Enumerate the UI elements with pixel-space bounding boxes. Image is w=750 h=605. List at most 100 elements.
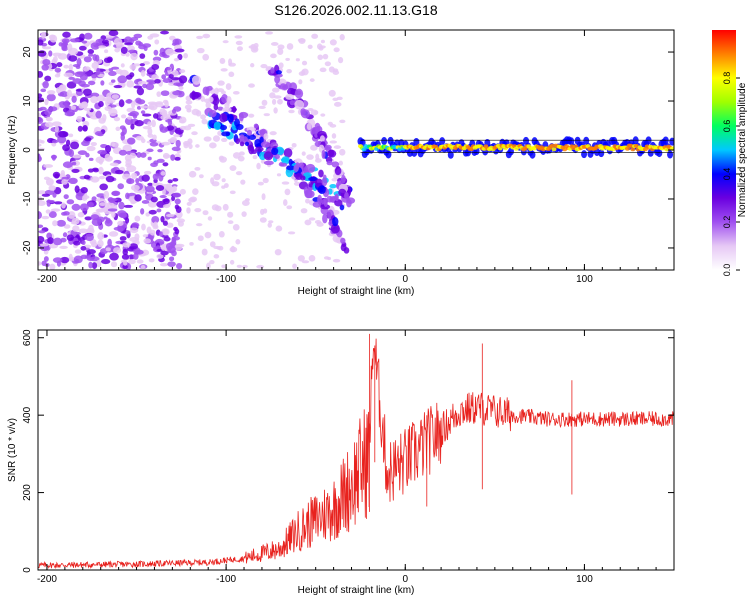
heatmap-cell	[187, 123, 196, 127]
heatmap-cell	[73, 240, 81, 246]
heatmap-cell	[248, 113, 255, 118]
heatmap-cell	[213, 173, 221, 181]
heatmap-cell	[231, 105, 237, 113]
heatmap-cell	[174, 48, 185, 53]
heatmap-cell	[259, 217, 267, 223]
colorbar-tick-label: 0.6	[722, 120, 732, 133]
heatmap-cell	[109, 252, 119, 261]
heatmap-cell	[101, 259, 111, 265]
heatmap-cell	[281, 156, 290, 165]
x-tick-label: -100	[216, 274, 236, 285]
heatmap-cell	[156, 208, 162, 213]
heatmap-cell	[43, 256, 49, 262]
heatmap-cell	[38, 200, 46, 207]
heatmap-cell	[329, 123, 337, 128]
heatmap-cell	[90, 95, 99, 104]
heatmap-cell	[38, 117, 44, 125]
heatmap-cell	[292, 263, 297, 269]
heatmap-cell	[79, 73, 88, 81]
heatmap-cell	[196, 35, 204, 40]
heatmap-cell	[260, 141, 271, 148]
heatmap-cell	[225, 83, 232, 90]
heatmap-cell	[126, 80, 135, 88]
heatmap-cell	[102, 97, 109, 102]
heatmap-cell	[136, 99, 146, 105]
heatmap-cell	[179, 69, 186, 74]
heatmap-cell	[162, 220, 168, 226]
heatmap-cell	[186, 207, 191, 214]
y-tick-label: -20	[22, 240, 33, 255]
heatmap-cell	[122, 264, 128, 270]
heatmap-cell	[174, 204, 180, 210]
heatmap-cell	[411, 148, 418, 157]
heatmap-cell	[232, 152, 241, 159]
heatmap-cell	[104, 153, 111, 161]
heatmap-cell	[117, 75, 128, 84]
heatmap-cell	[239, 134, 245, 140]
heatmap-cell	[119, 236, 127, 241]
heatmap-cell	[152, 134, 157, 141]
heatmap-cell	[244, 141, 250, 147]
heatmap-cell	[68, 55, 78, 62]
heatmap-cell	[114, 47, 121, 53]
snr-series-line	[38, 333, 674, 570]
heatmap-cell	[61, 42, 68, 51]
heatmap-cell	[48, 106, 58, 112]
heatmap-cell	[127, 49, 138, 54]
heatmap-cell	[101, 39, 109, 45]
heatmap-cell	[61, 211, 67, 216]
heatmap-cell	[300, 208, 308, 214]
heatmap-cell	[107, 238, 112, 247]
heatmap-cell	[129, 64, 137, 70]
colorbar-tick-label: 0.2	[722, 216, 732, 229]
heatmap-cell	[147, 133, 154, 138]
heatmap-cell	[310, 144, 318, 151]
heatmap-cell	[165, 213, 175, 218]
heatmap-cell	[265, 31, 274, 35]
heatmap-cell	[221, 137, 228, 143]
heatmap-cell	[235, 171, 243, 176]
heatmap-cell	[275, 225, 283, 232]
heatmap-cell	[361, 147, 367, 152]
heatmap-cell	[84, 137, 92, 142]
heatmap-cell	[134, 120, 144, 127]
heatmap-cell	[84, 233, 94, 242]
heatmap-cell	[330, 223, 340, 234]
heatmap-cell	[308, 217, 316, 221]
heatmap-cell	[134, 194, 142, 202]
heatmap-cell	[153, 160, 159, 165]
heatmap-cell	[102, 113, 107, 122]
heatmap-cell	[213, 103, 219, 111]
y-tick-label: 600	[22, 329, 33, 346]
heatmap-cell	[90, 214, 100, 221]
heatmap-cell	[84, 216, 92, 221]
heatmap-cell	[81, 40, 88, 44]
heatmap-cell	[309, 78, 315, 82]
heatmap-cell	[165, 66, 172, 71]
heatmap-cell	[87, 48, 95, 55]
heatmap-cell	[130, 123, 135, 130]
heatmap-cell	[250, 43, 256, 50]
heatmap-cell	[317, 185, 326, 194]
heatmap-cell	[568, 137, 575, 146]
heatmap-cell	[337, 56, 344, 64]
heatmap-cell	[125, 192, 130, 200]
heatmap-cell	[229, 190, 236, 195]
heatmap-cell	[287, 231, 296, 235]
heatmap-cell	[221, 178, 226, 183]
heatmap-cell	[83, 56, 92, 63]
heatmap-cell	[51, 121, 62, 127]
heatmap-cell	[136, 106, 142, 110]
heatmap-cell	[314, 220, 322, 224]
heatmap-cell	[295, 173, 303, 180]
heatmap-cell	[74, 249, 82, 254]
heatmap-cell	[161, 74, 167, 80]
heatmap-cell	[128, 243, 139, 250]
heatmap-cell	[108, 68, 114, 72]
heatmap-cell	[90, 176, 100, 183]
heatmap-cell	[172, 185, 178, 192]
heatmap-cell	[333, 47, 340, 53]
heatmap-cell	[130, 36, 139, 41]
heatmap-cell	[68, 177, 78, 185]
heatmap-cell	[105, 247, 111, 252]
